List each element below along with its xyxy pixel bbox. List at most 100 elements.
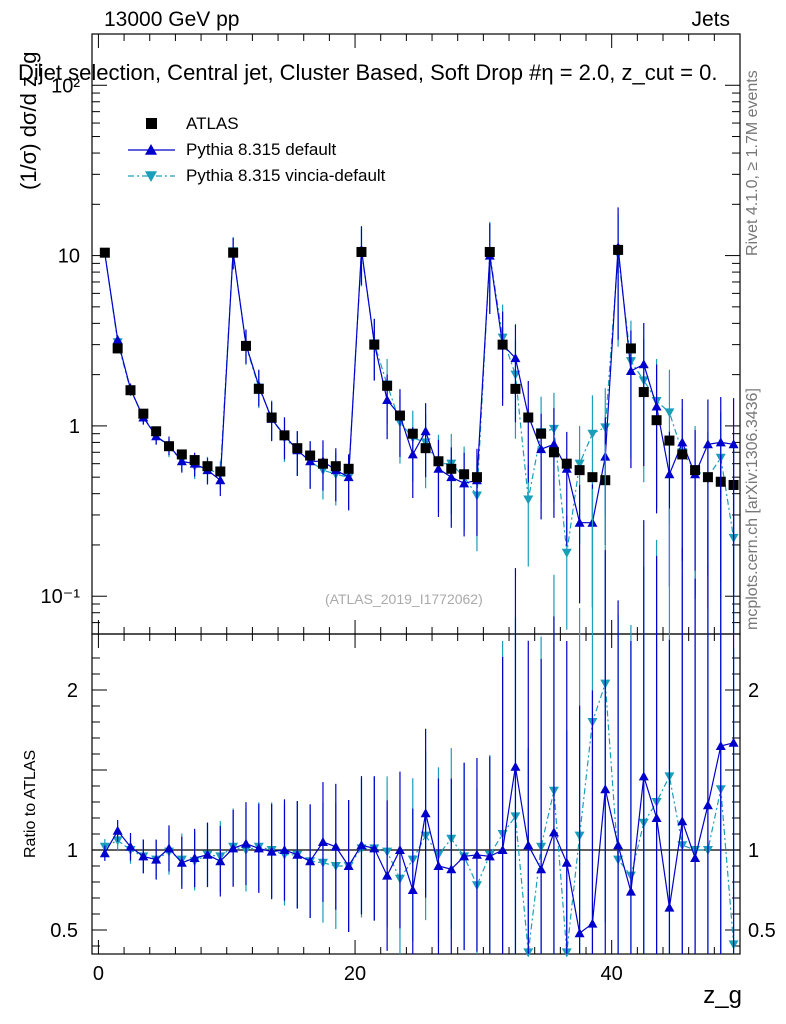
ratio-axis-label: Ratio to ATLAS xyxy=(22,749,39,858)
atlas-point xyxy=(587,472,598,483)
default-point xyxy=(459,478,470,488)
default-ratio-point xyxy=(587,918,598,928)
y-axis-label: (1/σ) dσ/d z_g xyxy=(16,51,41,190)
ratio-plot-frame xyxy=(91,633,741,955)
default-ratio-point xyxy=(394,845,405,854)
default-ratio-point xyxy=(548,827,559,837)
atlas-point xyxy=(317,458,328,469)
atlas-point xyxy=(189,455,200,466)
atlas-point xyxy=(343,463,354,474)
legend-label-vincia: Pythia 8.315 vincia-default xyxy=(186,166,386,185)
legend-label-atlas: ATLAS xyxy=(186,114,239,133)
default-ratio-point xyxy=(407,885,418,894)
default-point xyxy=(382,394,393,404)
y-tick-label: 1 xyxy=(69,416,80,438)
vincia-point xyxy=(523,495,534,505)
default-point xyxy=(510,353,521,363)
default-point xyxy=(407,449,418,459)
default-point xyxy=(536,444,547,454)
axis-ticks xyxy=(92,33,741,954)
default-point xyxy=(176,456,187,466)
atlas-point xyxy=(253,383,264,394)
default-ratio-point xyxy=(536,864,547,874)
atlas-point xyxy=(510,383,521,394)
plot-title: Dijet selection, Central jet, Cluster Ba… xyxy=(18,60,718,85)
atlas-point xyxy=(561,458,572,469)
atlas-point xyxy=(356,246,367,257)
default-ratio-point xyxy=(523,840,534,850)
default-ratio-point xyxy=(253,843,264,853)
default-ratio-point xyxy=(510,761,521,771)
default-point xyxy=(112,334,123,344)
default-ratio-point xyxy=(382,870,393,880)
atlas-point xyxy=(702,472,713,483)
analysis-id: (ATLAS_2019_I1772062) xyxy=(325,591,483,607)
default-ratio-point xyxy=(138,851,149,861)
default-ratio-point xyxy=(574,928,585,938)
default-point xyxy=(702,439,713,449)
default-ratio-point xyxy=(613,840,624,850)
default-ratio-point xyxy=(690,853,701,862)
atlas-point xyxy=(638,387,649,398)
ratio-tick-label: 1 xyxy=(67,840,78,862)
default-ratio-point xyxy=(305,856,316,866)
atlas-point xyxy=(240,340,251,351)
atlas-point xyxy=(420,443,431,454)
default-ratio-point xyxy=(99,848,110,858)
default-point xyxy=(305,456,316,466)
atlas-point xyxy=(574,465,585,476)
atlas-point xyxy=(266,412,277,423)
vincia-line xyxy=(104,251,735,553)
default-point xyxy=(625,366,636,376)
header-jets: Jets xyxy=(691,8,730,31)
default-ratio-point xyxy=(651,813,662,822)
atlas-point xyxy=(690,465,701,476)
default-ratio-point xyxy=(266,846,277,856)
legend-marker-vincia xyxy=(145,171,157,182)
default-ratio-point xyxy=(664,902,675,912)
default-ratio-point xyxy=(112,825,123,835)
default-ratio-point xyxy=(561,857,572,867)
default-ratio-point xyxy=(677,816,688,826)
atlas-point xyxy=(459,469,470,480)
atlas-point xyxy=(151,426,162,437)
legend-marker-atlas xyxy=(146,118,157,129)
mcplots-reference-text: mcplots.cern.ch [arXiv:1306.3436] xyxy=(744,388,761,630)
atlas-point xyxy=(112,343,123,354)
default-ratio-point xyxy=(433,861,444,870)
default-ratio-point xyxy=(151,854,162,864)
x-tick-label: 0 xyxy=(93,963,104,985)
default-ratio-point xyxy=(471,849,482,859)
atlas-point xyxy=(613,244,624,255)
y-tick-label: 10² xyxy=(51,75,80,97)
default-point xyxy=(715,437,726,447)
x-tick-label: 40 xyxy=(601,963,623,985)
vincia-point xyxy=(664,408,675,418)
default-ratio-point xyxy=(638,771,649,781)
atlas-point xyxy=(292,443,303,454)
default-ratio-point xyxy=(292,849,303,859)
default-ratio-point xyxy=(420,808,431,818)
default-ratio-point xyxy=(176,857,187,867)
atlas-point xyxy=(138,408,149,419)
atlas-point xyxy=(279,430,290,441)
atlas-point xyxy=(497,339,508,350)
header-energy: 13000 GeV pp xyxy=(104,8,240,31)
atlas-point xyxy=(99,247,110,258)
default-point xyxy=(343,472,354,482)
default-ratio-point xyxy=(600,784,611,794)
atlas-point xyxy=(651,415,662,426)
rivet-version-text: Rivet 4.1.0, ≥ 1.7M events xyxy=(744,70,761,256)
default-ratio-point xyxy=(484,851,495,861)
default-point xyxy=(574,517,585,527)
default-ratio-point xyxy=(163,843,174,853)
default-point xyxy=(651,401,662,411)
default-point xyxy=(433,463,444,473)
default-ratio-point xyxy=(202,849,213,859)
legend-markers xyxy=(128,118,175,182)
default-ratio-point xyxy=(715,741,726,750)
default-point xyxy=(446,472,457,482)
default-point xyxy=(548,439,559,449)
default-ratio-point xyxy=(317,837,328,846)
